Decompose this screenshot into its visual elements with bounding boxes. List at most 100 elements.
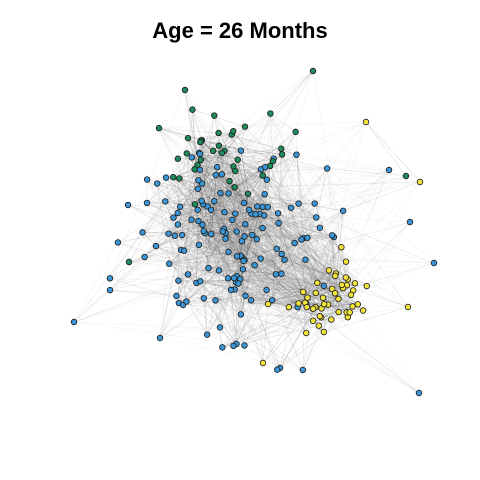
- network-edge: [155, 203, 315, 247]
- network-edge: [214, 174, 217, 202]
- network-edge: [240, 314, 307, 334]
- network-edge: [192, 109, 316, 294]
- network-edge: [199, 169, 245, 261]
- network-edge: [211, 233, 308, 298]
- network-edge: [191, 157, 348, 280]
- network-edge: [288, 292, 316, 308]
- network-node-green: [278, 151, 286, 158]
- network-node-blue: [221, 208, 228, 216]
- network-edge: [165, 177, 179, 281]
- network-edge: [109, 231, 237, 279]
- network-edge: [219, 193, 229, 328]
- network-edge: [184, 89, 223, 348]
- network-edge: [203, 202, 245, 232]
- network-edge: [284, 259, 336, 277]
- network-edge: [279, 168, 328, 369]
- network-edge: [197, 188, 347, 286]
- network-edge: [236, 231, 281, 369]
- network-node-blue: [200, 295, 208, 302]
- network-edge: [255, 214, 364, 311]
- network-edge: [208, 150, 225, 269]
- network-edge: [210, 209, 220, 271]
- network-edge: [238, 283, 322, 318]
- network-node-yellow: [342, 274, 350, 281]
- network-edge: [252, 234, 336, 294]
- network-edge: [266, 161, 274, 290]
- network-edge: [237, 159, 250, 211]
- network-edge: [237, 159, 243, 242]
- network-edge: [307, 237, 349, 318]
- network-node-blue: [195, 177, 202, 184]
- network-edge: [198, 180, 322, 318]
- network-edge: [224, 211, 308, 298]
- network-edge: [335, 275, 420, 394]
- network-edge: [236, 256, 307, 334]
- network-edge: [225, 214, 256, 239]
- network-edge: [228, 251, 269, 305]
- network-edge: [165, 201, 320, 229]
- network-edge: [198, 244, 242, 315]
- network-edge: [127, 179, 267, 206]
- network-edge: [194, 169, 258, 207]
- network-edge: [315, 121, 367, 294]
- network-edge: [172, 177, 181, 207]
- network-node-green: [183, 150, 190, 157]
- network-edge: [220, 193, 245, 261]
- network-edge: [279, 203, 316, 369]
- network-edge: [194, 204, 208, 335]
- network-edge: [199, 134, 232, 155]
- network-edge: [186, 153, 316, 308]
- network-edge: [172, 132, 219, 178]
- network-edge: [186, 223, 279, 302]
- network-node-blue: [291, 239, 298, 247]
- network-edge: [275, 217, 317, 275]
- network-edge: [211, 223, 246, 235]
- network-edge: [307, 237, 351, 313]
- network-edge: [127, 204, 316, 294]
- network-edge: [158, 128, 200, 246]
- network-edge: [237, 159, 265, 195]
- network-edge: [228, 213, 261, 253]
- network-edge: [208, 268, 237, 345]
- network-edge: [168, 224, 203, 234]
- network-edge: [201, 140, 237, 232]
- network-edge: [177, 212, 233, 221]
- network-edge: [177, 158, 192, 220]
- network-edge: [194, 204, 209, 269]
- network-edge: [224, 150, 307, 334]
- network-edge: [197, 188, 336, 294]
- network-edge: [302, 290, 354, 371]
- network-edge: [225, 232, 242, 258]
- network-edge: [245, 277, 346, 297]
- network-edge: [208, 264, 255, 269]
- network-edge: [184, 89, 201, 170]
- network-edge: [280, 148, 307, 304]
- network-edge: [178, 209, 198, 304]
- network-edge: [201, 200, 267, 291]
- network-node-blue: [232, 210, 239, 217]
- network-node-blue: [106, 286, 114, 294]
- network-edge: [256, 237, 304, 240]
- network-edge: [142, 204, 196, 233]
- network-edge: [232, 219, 332, 320]
- network-edge: [266, 282, 318, 291]
- network-node-yellow: [315, 322, 323, 329]
- network-edge: [228, 251, 298, 308]
- network-edge: [222, 306, 353, 348]
- network-node-blue: [242, 292, 249, 300]
- network-edge: [197, 164, 243, 242]
- network-edge: [178, 302, 314, 322]
- network-edge: [187, 138, 281, 369]
- network-edge: [233, 206, 269, 279]
- network-edge: [178, 180, 199, 281]
- network-edge: [278, 223, 321, 317]
- network-edge: [196, 213, 261, 284]
- network-node-blue: [211, 197, 218, 205]
- network-edge: [208, 174, 217, 269]
- network-node-blue: [242, 221, 249, 228]
- network-edge: [187, 138, 212, 210]
- network-node-blue: [275, 220, 282, 227]
- network-edge: [240, 168, 328, 315]
- network-edge: [305, 302, 358, 305]
- network-edge: [303, 238, 339, 313]
